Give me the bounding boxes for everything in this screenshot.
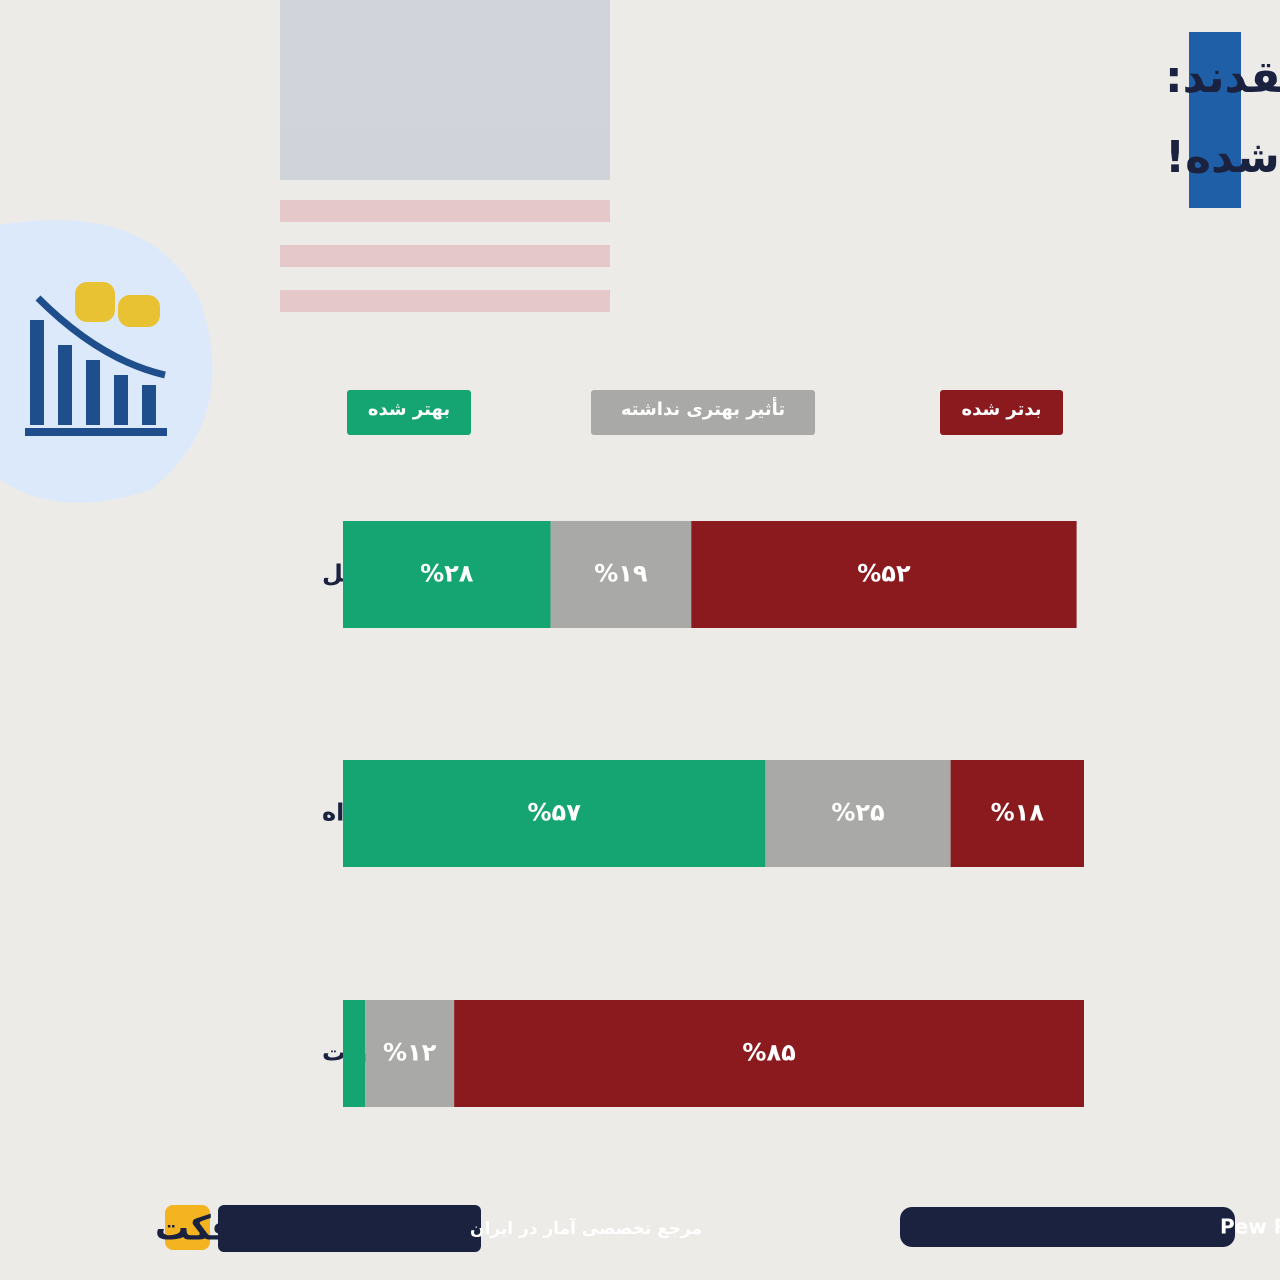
value-label: %۸۵	[742, 1039, 795, 1067]
legend-label: بهتر شده	[368, 399, 450, 420]
flag-watermark	[280, 0, 610, 312]
tagline-pill	[218, 1205, 481, 1252]
bar-segment	[343, 760, 766, 867]
source-pill	[900, 1207, 1235, 1247]
title-accent	[1189, 32, 1241, 208]
legend-label: بدتر شده	[961, 399, 1041, 420]
legend-swatch	[347, 390, 471, 435]
brand-icon	[165, 1205, 210, 1250]
value-label: %۱۹	[594, 560, 648, 588]
value-label: %۱۸	[991, 799, 1045, 827]
tagline: مرجع تخصصی آمار در ایران	[470, 1217, 702, 1239]
bars: کل%۲۸%۱۹%۵۲جمهوری‌خواه%۵۷%۲۵%۱۸دموکرات%۱…	[322, 521, 1084, 1107]
source: منبع: Pew Research Center	[1220, 1215, 1280, 1239]
bar-segment	[454, 1000, 1084, 1107]
bar-segment	[691, 521, 1077, 628]
footer: منبع: Pew Research Center مرجع تخصصی آما…	[155, 1205, 1280, 1252]
bar-segment	[365, 1000, 455, 1107]
value-label: %۵۲	[857, 560, 911, 588]
bar-segment	[765, 760, 951, 867]
value-label: %۵۷	[528, 799, 582, 827]
bar-segment	[550, 521, 692, 628]
legend-swatch	[591, 390, 815, 435]
legend: بهتر شده تأثیر بهتری نداشته بدتر شده	[347, 390, 1063, 435]
value-label: %۲۵	[831, 799, 884, 827]
bar-segment	[343, 1000, 366, 1107]
brand: آمارفکت	[155, 1207, 299, 1249]
icon	[0, 220, 213, 503]
value-label: %۲۸	[420, 560, 474, 588]
legend-swatch	[940, 390, 1063, 435]
value-label: %۱۲	[383, 1039, 437, 1067]
bar-segment	[950, 760, 1084, 867]
title-line: حدود نیمی از آمریکایی‌ها معتقدند:	[1165, 49, 1280, 103]
title-line: وضعیت اقتصادی در دوران ترامپ بدتر شده!	[1165, 132, 1280, 183]
bar-segment	[343, 521, 551, 628]
legend-label: تأثیر بهتری نداشته	[621, 397, 785, 420]
